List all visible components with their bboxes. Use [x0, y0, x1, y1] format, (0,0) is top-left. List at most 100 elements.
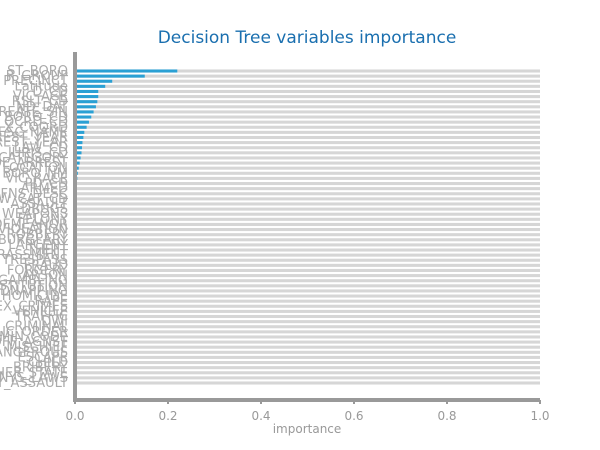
- y-tick-label: PRECINCT: [3, 74, 68, 89]
- y-tick-label: CREATE_SIN: [0, 105, 68, 120]
- bar-track: [75, 135, 540, 140]
- bar-track: [75, 289, 540, 293]
- y-tick-label: DESC_NAME: [0, 125, 68, 140]
- y-tick-label: DANGEROUS: [0, 345, 68, 360]
- bar-track: [75, 228, 540, 232]
- bar: [75, 115, 92, 119]
- bar-track: [75, 89, 540, 93]
- bar: [75, 135, 84, 140]
- y-tick-label: TRAFFIC: [14, 310, 68, 325]
- bar-track: [75, 274, 540, 278]
- bar-track: [75, 279, 540, 283]
- y-tick-label: RSLT_CD: [12, 95, 68, 110]
- y-tick-label: D_CD: [32, 84, 68, 99]
- y-tick-label: NYS_LAWS: [0, 371, 68, 386]
- y-tick-label: SEX_CRIMES: [0, 299, 68, 314]
- bar-track: [75, 361, 540, 365]
- y-tick-label: PD_CD: [25, 177, 68, 192]
- bar-track: [75, 146, 540, 150]
- bar-track: [75, 69, 540, 73]
- y-tick-label: FELONY_ASSAULT: [0, 376, 68, 391]
- y-tick-label: MADE_ARREST: [0, 156, 68, 171]
- bar-tracks: [75, 69, 540, 385]
- y-tick-label: BURGLARY: [0, 233, 68, 248]
- bar-track: [75, 350, 540, 354]
- bar-track: [75, 176, 540, 180]
- bar-track: [75, 130, 540, 134]
- bar-track: [75, 84, 540, 88]
- bar-track: [75, 181, 540, 186]
- y-tick-label: MISCHIEF: [6, 340, 68, 355]
- y-tick-label: ASSAULT: [11, 197, 68, 212]
- bar-track: [75, 207, 540, 211]
- bar: [75, 146, 82, 150]
- y-tick-label: LAW_CD: [14, 141, 68, 156]
- bar: [75, 74, 145, 78]
- y-tick-label: ARSON: [22, 269, 68, 284]
- y-tick-label: VIC_AGE: [13, 90, 68, 105]
- y-tick-label: ND_DAT: [16, 100, 68, 115]
- y-tick-label: PUBLIC_ORDER: [0, 325, 68, 340]
- bar-track: [75, 222, 540, 226]
- y-tick-label: ADMIN_CODE: [0, 330, 68, 345]
- y-tick-label: REST_YEAR: [0, 136, 68, 151]
- bar-track: [75, 120, 540, 124]
- bar: [75, 120, 89, 124]
- bar-track: [75, 345, 540, 349]
- y-tick-label: VEHICLE: [13, 304, 68, 319]
- y-tick-label: REST_YEAR: [0, 130, 68, 145]
- y-tick-label: ESCAPE: [18, 350, 69, 365]
- y-tick-label: OTHER_STATE: [0, 366, 68, 381]
- bar: [75, 105, 96, 109]
- y-tick-label: VIC_RACE: [5, 171, 68, 186]
- bar-track: [75, 355, 540, 359]
- x-tick-label: 0.2: [158, 409, 177, 423]
- bar: [75, 89, 99, 93]
- bar-track: [75, 192, 540, 196]
- y-tick-label: VIOLATION: [0, 223, 68, 238]
- bar-track: [75, 79, 540, 83]
- bar-track: [75, 284, 540, 288]
- bar-track: [75, 110, 540, 114]
- x-tick-label: 0.4: [251, 409, 270, 423]
- bar: [75, 141, 83, 145]
- x-axis-label: importance: [273, 422, 342, 436]
- y-tick-label: RAPE: [35, 294, 68, 309]
- y-tick-label: OCRD_CD: [4, 115, 68, 130]
- bar-track: [75, 253, 540, 257]
- bar-track: [75, 171, 540, 175]
- bar-track: [75, 258, 540, 262]
- bar-track: [75, 335, 540, 339]
- y-tick-label: TRESPASS: [1, 253, 68, 268]
- bar-track: [75, 74, 540, 78]
- bar: [75, 130, 85, 134]
- bar-track: [75, 197, 540, 201]
- bar-track: [75, 151, 540, 155]
- bar-track: [75, 243, 540, 247]
- bar-track: [75, 161, 540, 165]
- bar-track: [75, 212, 540, 216]
- bar-track: [75, 340, 540, 344]
- y-tick-label: Latitude: [14, 79, 68, 94]
- y-tick-label: KIDNAPPING: [0, 284, 68, 299]
- y-tick-label: CHILD: [28, 356, 68, 371]
- y-tick-label: FRAUD: [24, 258, 68, 273]
- bar-track: [75, 263, 540, 267]
- bar-track: [75, 325, 540, 329]
- y-tick-label: DWI: [41, 315, 68, 330]
- x-tick-label: 1.0: [530, 409, 549, 423]
- y-tick-label: X_COORD: [4, 120, 68, 135]
- bar-track: [75, 233, 540, 237]
- y-tick-label: BORO_CD: [4, 110, 68, 125]
- bar-track: [75, 238, 540, 242]
- bar-track: [75, 299, 540, 303]
- bar-track: [75, 105, 540, 109]
- bar-track: [75, 141, 540, 145]
- bar-track: [75, 304, 540, 308]
- y-tick-label: BORO_NM: [2, 166, 68, 181]
- y-tick-label: THEFT: [26, 243, 68, 258]
- y-tick-label: OFNS_DESC: [0, 187, 68, 202]
- bar-track: [75, 314, 540, 319]
- y-tick-label: MISDEMEANOR: [0, 217, 68, 232]
- bar-track: [75, 366, 540, 370]
